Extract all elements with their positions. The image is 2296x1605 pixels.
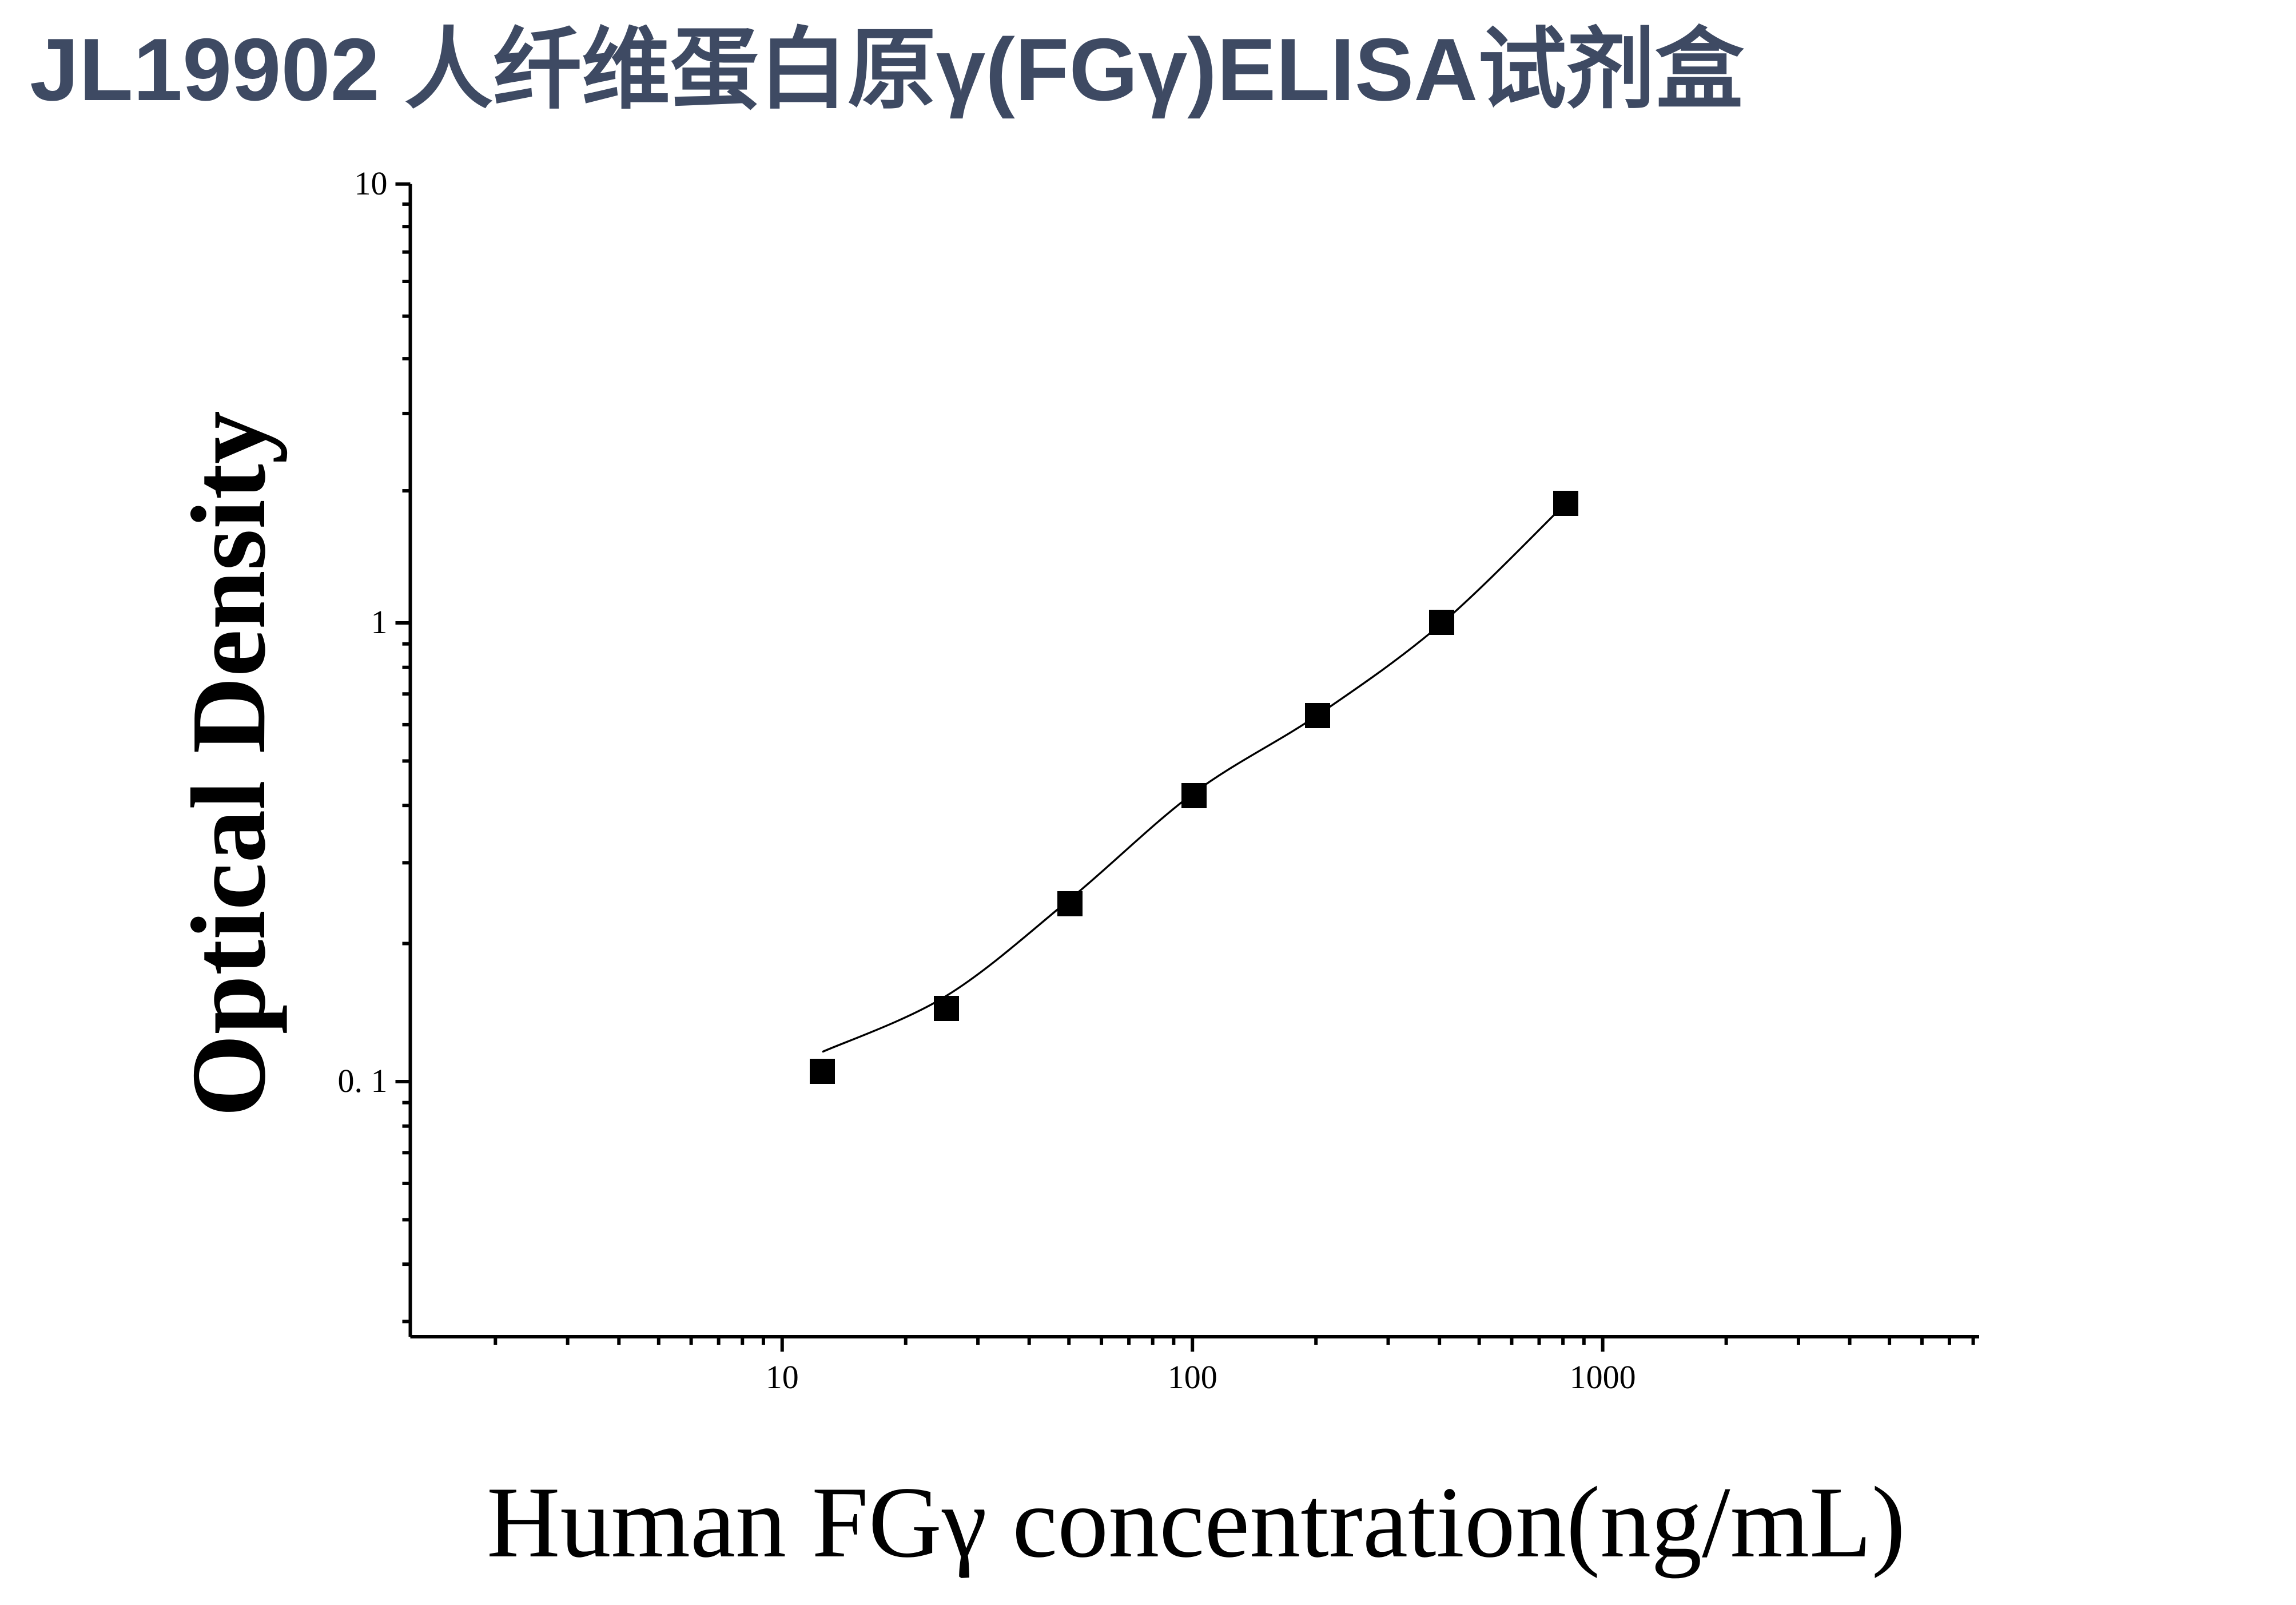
svg-text:1000: 1000 — [1570, 1358, 1636, 1396]
svg-text:10: 10 — [355, 165, 388, 202]
svg-text:1: 1 — [371, 603, 388, 641]
svg-text:100: 100 — [1168, 1358, 1217, 1396]
svg-text:0. 1: 0. 1 — [338, 1062, 388, 1099]
svg-text:10: 10 — [766, 1358, 799, 1396]
